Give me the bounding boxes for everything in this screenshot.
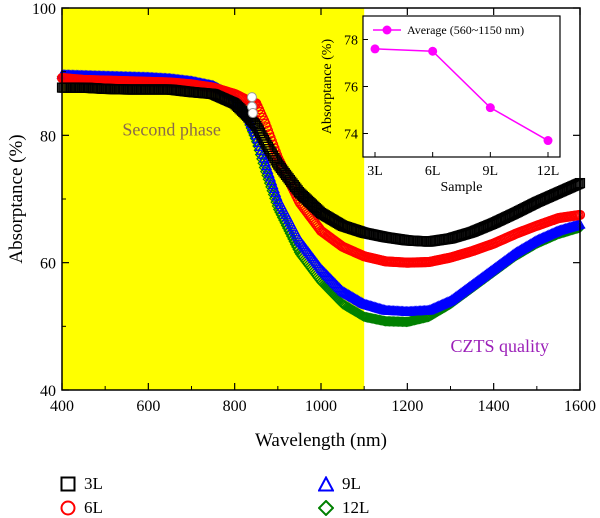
spike-point [246, 92, 257, 103]
data-point-3l [278, 166, 289, 177]
data-point-3l [282, 171, 293, 182]
x-axis-title: Wavelength (nm) [255, 430, 387, 451]
legend-item-12l: 12L [318, 498, 369, 518]
legend-item-6l: 6L [60, 498, 103, 518]
inset-x-tick-label: 12L [537, 164, 560, 179]
data-point-9l [263, 167, 275, 178]
x-tick-label: 1600 [564, 398, 596, 415]
spike-point [247, 108, 258, 119]
legend-label-12l: 12L [342, 498, 370, 517]
data-point-3l [279, 168, 290, 179]
data-point-9l [267, 179, 279, 190]
data-point-3l [287, 178, 298, 189]
x-tick-label: 800 [223, 398, 247, 415]
chart-legend: 3L 6L 9L 12L [0, 470, 600, 518]
inset-y-tick-label: 74 [344, 128, 358, 143]
data-point-9l [259, 156, 271, 167]
y-tick-label: 80 [40, 128, 56, 145]
data-point-3l [286, 176, 297, 187]
data-point-9l [258, 152, 270, 163]
inset-x-tick-label: 6L [425, 164, 441, 179]
data-point-3l [284, 174, 296, 186]
x-tick-label: 1400 [478, 398, 510, 415]
absorptance-chart: 400 600 800 1000 1200 1400 1600 40 60 80 100 Wavele… [6, 1, 596, 451]
annotation-1: CZTS quality [451, 336, 550, 356]
data-point-3l [238, 106, 249, 118]
legend-label-6l: 6L [84, 498, 103, 517]
diamond-marker-icon [318, 500, 334, 516]
inset-legend-marker [382, 25, 392, 35]
data-point-3l [277, 164, 288, 175]
data-point-3l [275, 162, 286, 174]
inset-legend-label: Average (560~1150 nm) [407, 23, 524, 37]
second-phase-region [62, 8, 365, 390]
y-axis-title: Absorptance (%) [6, 134, 27, 263]
square-marker-icon [60, 476, 76, 492]
inset-y-tick-label: 76 [344, 81, 358, 96]
data-point-9l [270, 186, 282, 197]
data-point-3l [280, 169, 292, 180]
x-tick-label: 1200 [391, 398, 423, 415]
inset-frame [362, 15, 561, 158]
annotation-0: Second phase [122, 119, 220, 139]
legend-label-9l: 9L [342, 474, 361, 493]
inset-average-line [374, 48, 549, 142]
legend-item-9l: 9L [318, 474, 361, 494]
y-tick-label: 60 [40, 256, 56, 273]
x-tick-label: 1000 [305, 398, 337, 415]
data-point-9l [264, 171, 277, 182]
data-point-12l [416, 313, 428, 324]
inset-x-axis-title: Sample [441, 180, 483, 195]
inset-y-axis-title: Absorptance (%) [320, 39, 335, 135]
data-point-3l [283, 173, 294, 184]
x-tick-label: 400 [50, 398, 74, 415]
data-point-9l [261, 160, 273, 171]
inset-data-point [428, 46, 438, 56]
inset-y-tick-label: 78 [344, 34, 358, 49]
x-tick-label: 600 [136, 398, 160, 415]
data-point-3l [248, 117, 259, 129]
data-point-3l [249, 119, 261, 130]
legend-label-3l: 3L [84, 474, 103, 493]
data-point-3l [274, 161, 285, 172]
data-point-3l [290, 181, 301, 193]
inset-data-point [485, 103, 495, 113]
inset-x-tick-label: 3L [367, 164, 383, 179]
y-tick-label: 40 [40, 383, 56, 400]
data-point-9l [266, 175, 278, 186]
data-point-3l [271, 157, 283, 168]
data-point-9l [268, 183, 280, 194]
data-point-3l [288, 180, 299, 191]
inset-data-point [370, 44, 380, 54]
legend-item-3l: 3L [60, 474, 103, 494]
circle-marker-icon [60, 500, 76, 516]
inset-data-point [543, 136, 553, 146]
inset-x-tick-label: 9L [483, 164, 499, 179]
data-point-9l [262, 163, 274, 174]
y-tick-label: 100 [32, 1, 56, 18]
triangle-marker-icon [318, 476, 334, 492]
data-point-3l [273, 159, 284, 170]
